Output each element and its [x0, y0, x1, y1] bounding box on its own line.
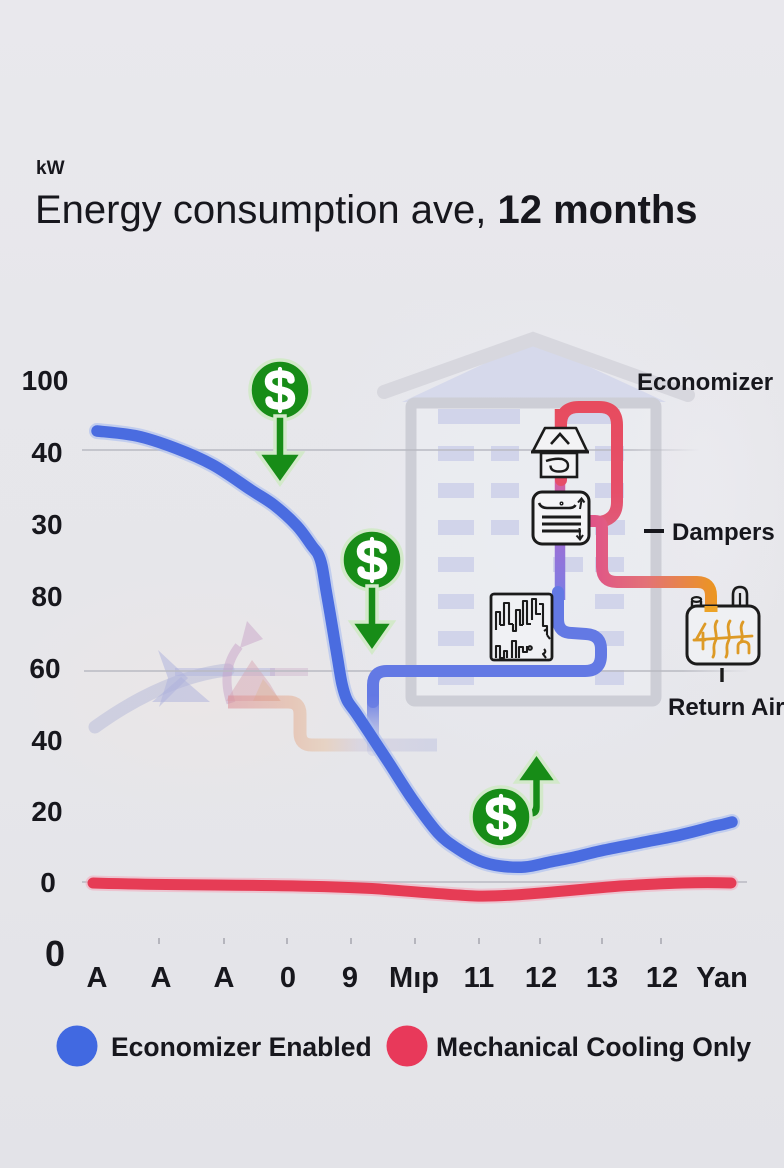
svg-text:A: A — [87, 962, 108, 994]
svg-text:11: 11 — [464, 962, 495, 994]
svg-text:Economizer Enabled: Economizer Enabled — [111, 1032, 372, 1062]
svg-text:0: 0 — [45, 933, 65, 974]
svg-text:20: 20 — [31, 796, 62, 827]
svg-text:60: 60 — [29, 653, 60, 684]
svg-text:12: 12 — [525, 962, 557, 994]
svg-text:Yan: Yan — [696, 962, 748, 994]
svg-text:Mechanical Cooling Only: Mechanical Cooling Only — [436, 1032, 751, 1062]
svg-text:Return Air: Return Air — [668, 694, 784, 721]
svg-text:Energy consumption ave, 12 mon: Energy consumption ave, 12 months — [35, 188, 698, 232]
svg-text:9: 9 — [342, 962, 358, 994]
svg-text:kW: kW — [36, 158, 65, 179]
svg-text:12: 12 — [646, 962, 678, 994]
svg-text:A: A — [214, 962, 235, 994]
svg-text:80: 80 — [31, 581, 62, 612]
svg-text:100: 100 — [22, 365, 69, 396]
svg-text:13: 13 — [586, 962, 618, 994]
svg-text:40: 40 — [31, 725, 62, 756]
svg-text:40: 40 — [31, 437, 62, 468]
svg-text:0: 0 — [280, 962, 296, 994]
svg-text:A: A — [151, 962, 172, 994]
svg-text:Economizer: Economizer — [637, 369, 773, 396]
svg-text:30: 30 — [31, 509, 62, 540]
svg-text:Mıp: Mıp — [389, 962, 439, 994]
svg-text:Dampers: Dampers — [672, 519, 775, 546]
svg-text:0: 0 — [40, 867, 56, 898]
